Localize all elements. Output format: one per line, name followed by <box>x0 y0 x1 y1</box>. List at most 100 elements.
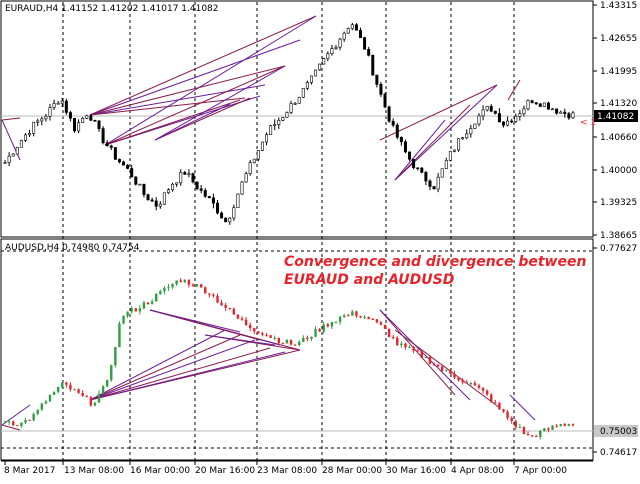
candle-body <box>318 63 322 71</box>
candle-body <box>440 168 444 178</box>
candle-body <box>187 279 191 285</box>
candle-body <box>314 328 317 337</box>
candle-body <box>3 421 7 423</box>
candle-body <box>146 302 150 305</box>
candle-body <box>530 435 534 437</box>
candle-body <box>232 207 236 219</box>
candle-body <box>338 316 342 322</box>
candle-body <box>289 340 293 345</box>
candle-body <box>130 308 133 312</box>
candle-body <box>314 69 318 77</box>
candle-body <box>93 120 97 122</box>
time-label: 28 Mar 00:00 <box>322 466 382 476</box>
lower-current-price-badge <box>594 425 638 437</box>
candle-body <box>183 279 187 283</box>
candle-body <box>208 293 211 295</box>
divergence-line <box>104 65 286 146</box>
candle-body <box>543 428 546 431</box>
lower-divergence-lines <box>1 309 536 431</box>
lower-panel-frame <box>0 238 594 461</box>
candle-body <box>281 116 285 121</box>
candle-body <box>501 121 505 126</box>
lower-price-axis[interactable]: 0.77627 0.74617 <box>593 244 637 458</box>
candle-body <box>571 112 575 119</box>
divergence-line <box>89 329 226 401</box>
period-separators <box>62 2 515 460</box>
candle-body <box>497 113 501 123</box>
candle-body <box>236 314 240 319</box>
candle-body <box>60 100 64 104</box>
candle-body <box>526 100 530 110</box>
candle-body <box>179 172 183 184</box>
candle-body <box>56 387 60 392</box>
candle-body <box>154 200 158 207</box>
candle-body <box>56 102 60 105</box>
candle-body <box>555 425 558 427</box>
candle-body <box>485 390 489 395</box>
divergence-line <box>507 79 521 101</box>
candle-body <box>48 394 52 402</box>
candle-body <box>432 363 436 365</box>
candle-body <box>77 389 80 393</box>
candle-body <box>134 308 137 312</box>
candle-body <box>293 344 297 346</box>
candle-body <box>265 134 269 143</box>
candle-body <box>534 436 538 438</box>
candle-body <box>265 334 268 336</box>
upper-current-price-label: 1.41082 <box>597 112 634 122</box>
candle-body <box>322 58 326 65</box>
divergence-line <box>89 351 286 401</box>
candle-body <box>93 402 97 406</box>
candle-body <box>199 188 203 191</box>
annotation-line-2: EURAUD and AUDUSD <box>284 272 454 288</box>
candle-body <box>530 100 534 103</box>
candle-body <box>452 149 456 152</box>
candle-body <box>36 409 39 414</box>
upper-price-axis[interactable]: 1.43315 1.42655 1.41995 1.41320 1.40660 … <box>593 1 637 241</box>
divergence-line <box>1 117 21 121</box>
candle-body <box>367 316 370 319</box>
time-axis[interactable]: 8 Mar 2017 13 Mar 08:00 16 Mar 00:00 20 … <box>1 460 593 476</box>
time-label: 30 Mar 16:00 <box>386 466 446 476</box>
candle-body <box>187 173 191 175</box>
candle-body <box>12 421 15 426</box>
candle-body <box>489 105 493 112</box>
candle-body <box>326 324 330 327</box>
candle-body <box>110 365 113 381</box>
candle-body <box>469 383 473 385</box>
divergence-line <box>89 334 241 401</box>
candle-body <box>260 141 264 151</box>
candle-body <box>403 141 407 153</box>
candle-body <box>526 434 530 436</box>
candle-body <box>203 190 207 197</box>
candle-body <box>371 318 374 320</box>
candle-body <box>391 336 395 338</box>
candle-body <box>73 117 77 132</box>
candle-body <box>44 115 48 120</box>
upper-tick: 1.40660 <box>600 133 637 143</box>
candle-body <box>298 341 301 346</box>
candle-body <box>444 160 448 169</box>
candle-body <box>146 194 150 201</box>
candle-body <box>346 28 350 34</box>
candle-body <box>162 192 166 205</box>
candle-body <box>547 428 550 430</box>
current-price-marker: < 1 <box>580 118 596 128</box>
candle-body <box>490 394 493 403</box>
candle-body <box>432 186 436 190</box>
candle-body <box>175 280 178 285</box>
candle-body <box>342 315 346 317</box>
candle-body <box>449 369 452 374</box>
candle-body <box>551 108 555 111</box>
candle-body <box>387 106 391 122</box>
candle-body <box>36 120 40 123</box>
divergence-line <box>394 329 501 409</box>
time-label: 16 Mar 00:00 <box>130 466 190 476</box>
candle-body <box>493 110 497 114</box>
candle-body <box>563 111 567 114</box>
candle-body <box>257 331 260 334</box>
candle-body <box>461 137 465 140</box>
